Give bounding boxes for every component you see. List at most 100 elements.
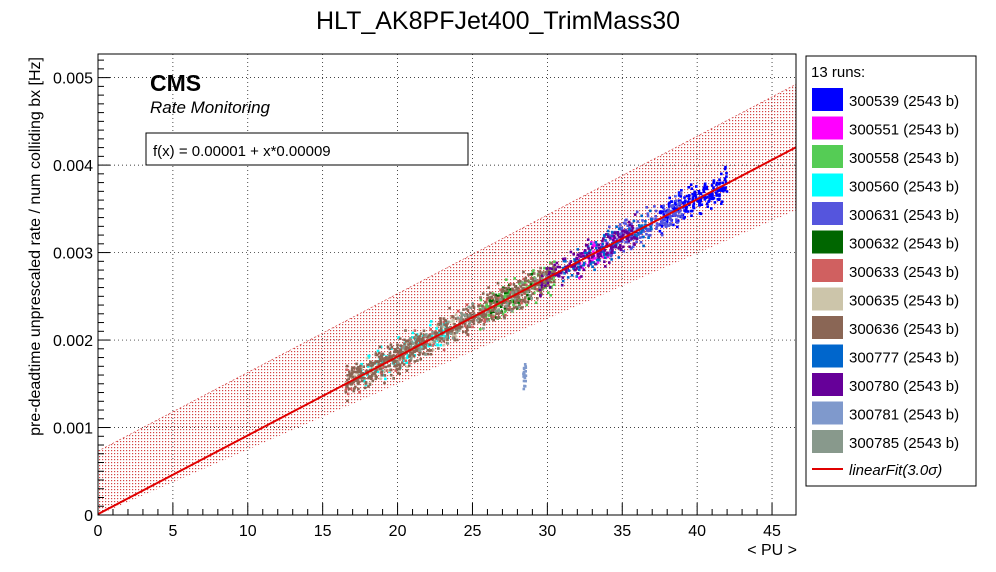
point: [611, 234, 614, 238]
point: [626, 224, 629, 227]
point: [653, 205, 656, 208]
x-tick-label: 40: [688, 523, 706, 540]
point: [521, 298, 525, 302]
point: [503, 306, 507, 310]
point: [383, 381, 386, 385]
point: [543, 281, 547, 285]
point: [672, 223, 675, 227]
point: [467, 314, 471, 317]
point: [569, 250, 573, 254]
point: [410, 352, 414, 356]
fit-line-group: [97, 146, 797, 516]
legend-label: 300635 (2543 b): [849, 293, 959, 310]
point: [414, 335, 418, 339]
point: [628, 245, 631, 248]
point: [497, 315, 501, 319]
point: [684, 205, 688, 209]
point: [449, 332, 453, 335]
point: [705, 202, 709, 206]
point: [460, 311, 463, 315]
point: [404, 329, 407, 332]
point: [355, 379, 358, 382]
point: [384, 357, 388, 361]
legend-label: 300631 (2543 b): [849, 207, 959, 224]
point: [677, 202, 681, 205]
point: [721, 188, 725, 191]
point: [428, 337, 432, 340]
point: [582, 263, 586, 267]
point: [502, 289, 506, 293]
point: [469, 319, 473, 323]
point: [409, 345, 413, 349]
point: [724, 165, 727, 169]
point: [487, 309, 490, 312]
point: [664, 225, 668, 228]
point: [413, 360, 417, 363]
point: [637, 224, 641, 227]
point: [661, 206, 665, 209]
point: [455, 331, 459, 334]
point: [572, 265, 576, 268]
point: [412, 354, 416, 358]
point: [548, 286, 552, 289]
point: [544, 275, 548, 279]
point: [543, 280, 547, 283]
point: [411, 336, 414, 339]
point: [665, 217, 669, 221]
point: [580, 275, 583, 278]
point: [697, 190, 701, 193]
point: [504, 313, 507, 317]
point: [592, 256, 595, 260]
point: [397, 350, 400, 354]
point: [564, 265, 568, 269]
point: [493, 308, 496, 311]
point: [503, 291, 507, 294]
point: [453, 323, 456, 326]
point: [638, 236, 642, 239]
point: [459, 318, 463, 322]
point: [424, 346, 427, 349]
point: [396, 352, 400, 356]
point: [664, 210, 667, 213]
point: [479, 327, 482, 331]
x-tick-label: 20: [389, 523, 407, 540]
point: [669, 222, 672, 225]
point: [576, 272, 579, 275]
point: [654, 215, 657, 218]
point: [617, 236, 621, 239]
point: [369, 360, 372, 364]
point: [465, 307, 468, 311]
point: [596, 261, 600, 264]
point: [454, 317, 458, 320]
point: [591, 259, 594, 263]
point: [584, 251, 587, 255]
point: [568, 262, 571, 266]
point: [402, 363, 406, 366]
legend-swatch: [812, 259, 843, 282]
series-300539: [658, 165, 729, 235]
point: [661, 210, 664, 213]
point: [452, 319, 455, 323]
point: [608, 225, 611, 229]
point: [596, 254, 600, 258]
point: [388, 347, 392, 351]
point: [655, 227, 658, 230]
point: [405, 341, 408, 345]
legend-swatch: [812, 173, 843, 197]
point: [460, 316, 463, 320]
point: [712, 181, 715, 185]
point: [435, 327, 438, 330]
point: [657, 224, 660, 227]
point: [460, 314, 464, 317]
point: [428, 349, 431, 352]
point: [439, 322, 443, 325]
point: [473, 316, 477, 319]
point: [679, 209, 682, 213]
point: [578, 268, 581, 271]
point: [455, 325, 459, 328]
point: [553, 263, 556, 267]
point: [477, 304, 480, 308]
point: [529, 280, 532, 284]
point: [573, 268, 577, 272]
point: [665, 215, 669, 219]
